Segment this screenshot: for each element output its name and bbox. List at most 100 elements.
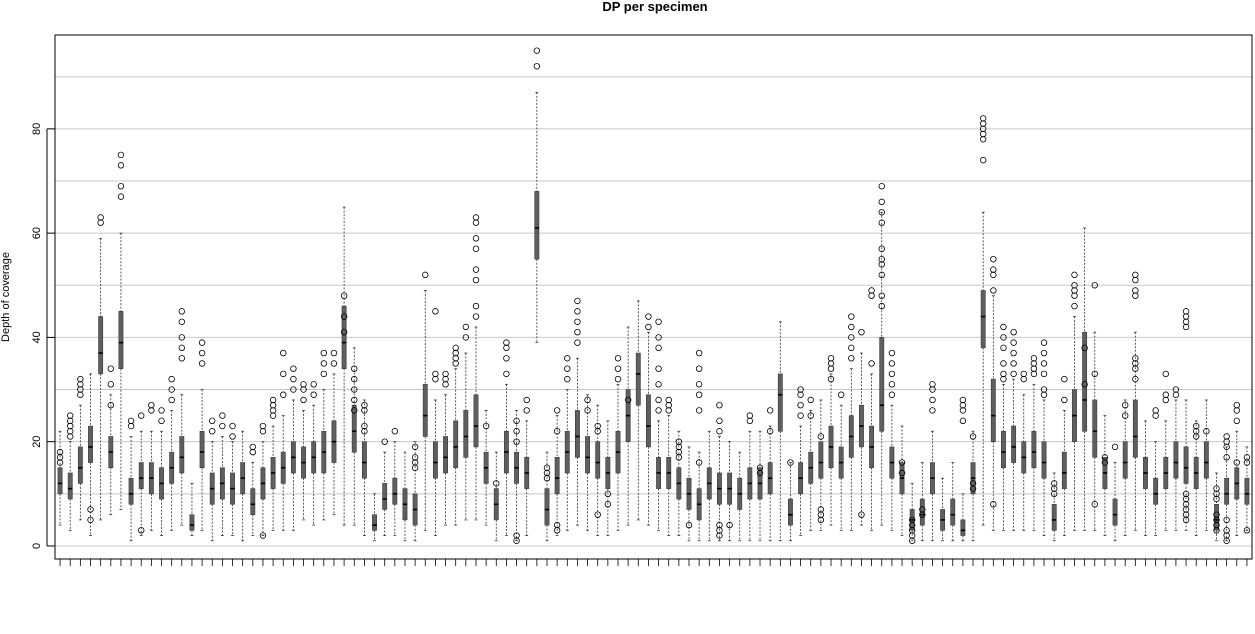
outlier-point bbox=[259, 422, 267, 430]
box-iqr bbox=[118, 311, 124, 369]
box-P70 bbox=[756, 430, 764, 542]
outlier-point bbox=[553, 428, 561, 435]
box-P62 bbox=[675, 430, 683, 536]
outlier-point bbox=[655, 407, 662, 414]
outlier-point bbox=[645, 313, 652, 320]
outlier-point bbox=[888, 349, 896, 357]
outlier-point bbox=[290, 375, 297, 383]
outlier-point bbox=[493, 480, 500, 487]
outlier-point bbox=[979, 115, 987, 122]
box-P17 bbox=[219, 412, 226, 536]
outlier-point bbox=[280, 370, 287, 378]
box-P75 bbox=[807, 396, 814, 531]
box-P98 bbox=[1040, 339, 1048, 536]
outlier-point bbox=[320, 370, 328, 378]
box-iqr bbox=[554, 457, 560, 495]
box-iqr bbox=[1183, 446, 1189, 484]
outlier-point bbox=[655, 318, 662, 325]
outlier-point bbox=[1243, 527, 1251, 534]
outlier-point bbox=[87, 506, 94, 513]
box-iqr bbox=[341, 305, 347, 369]
outlier-point bbox=[1132, 271, 1139, 279]
outlier-point bbox=[807, 396, 814, 404]
outlier-point bbox=[979, 120, 987, 127]
outlier-point bbox=[929, 381, 936, 388]
outlier-point bbox=[878, 219, 885, 226]
outlier-point bbox=[361, 422, 368, 430]
box-P53 bbox=[584, 394, 591, 531]
box-P55 bbox=[604, 420, 612, 536]
box-P63 bbox=[685, 446, 693, 542]
outlier-point bbox=[655, 381, 662, 388]
box-P38 bbox=[432, 308, 439, 536]
box-iqr bbox=[463, 410, 469, 458]
box-P16 bbox=[209, 417, 216, 542]
box-P59 bbox=[645, 313, 652, 526]
box-P18 bbox=[229, 422, 236, 536]
box-P29 bbox=[340, 206, 348, 526]
outlier-point bbox=[351, 396, 358, 404]
outlier-point bbox=[432, 375, 439, 383]
box-iqr bbox=[1112, 498, 1118, 526]
outlier-point bbox=[523, 396, 530, 404]
box-P115 bbox=[1213, 472, 1220, 542]
outlier-point bbox=[1132, 292, 1139, 299]
plot-frame bbox=[54, 34, 1253, 560]
outlier-point bbox=[878, 183, 885, 190]
outlier-point bbox=[797, 401, 804, 409]
box-iqr bbox=[1173, 441, 1179, 479]
outlier-point bbox=[1121, 401, 1129, 409]
outlier-point bbox=[351, 375, 358, 383]
outlier-point bbox=[1020, 375, 1027, 383]
outlier-point bbox=[472, 245, 480, 252]
box-iqr bbox=[879, 337, 885, 432]
outlier-point bbox=[665, 396, 672, 404]
box-P12 bbox=[168, 375, 175, 531]
outlier-point bbox=[827, 375, 835, 383]
box-P10 bbox=[148, 401, 155, 531]
outlier-point bbox=[67, 417, 74, 425]
outlier-point bbox=[1010, 370, 1017, 378]
outlier-point bbox=[665, 401, 672, 409]
box-P50 bbox=[553, 407, 561, 536]
outlier-point bbox=[574, 328, 581, 336]
outlier-point bbox=[959, 401, 967, 409]
box-P41 bbox=[462, 323, 470, 521]
box-P06 bbox=[107, 365, 114, 516]
box-P01 bbox=[56, 430, 64, 526]
outlier-point bbox=[1233, 401, 1240, 409]
outlier-point bbox=[888, 391, 896, 398]
box-iqr bbox=[189, 514, 195, 531]
box-P34 bbox=[391, 428, 399, 536]
outlier-point bbox=[1111, 443, 1119, 451]
outlier-point bbox=[827, 360, 835, 367]
box-P33 bbox=[381, 438, 388, 536]
box-P19 bbox=[240, 430, 246, 542]
box-P51 bbox=[564, 355, 571, 531]
outlier-point bbox=[655, 344, 662, 352]
outlier-point bbox=[685, 521, 693, 529]
outlier-point bbox=[269, 396, 277, 404]
box-P102 bbox=[1081, 227, 1088, 531]
outlier-point bbox=[127, 417, 135, 425]
outlier-point bbox=[695, 349, 703, 357]
box-iqr bbox=[960, 519, 966, 536]
outlier-point bbox=[868, 360, 875, 367]
outlier-point bbox=[807, 412, 814, 419]
outlier-point bbox=[533, 63, 541, 70]
outlier-point bbox=[979, 130, 987, 138]
outlier-point bbox=[168, 386, 175, 393]
box-iqr bbox=[1061, 451, 1067, 489]
outlier-point bbox=[716, 428, 723, 435]
outlier-point bbox=[969, 480, 977, 487]
outlier-point bbox=[280, 349, 287, 357]
outlier-point bbox=[67, 422, 74, 430]
outlier-point bbox=[919, 506, 926, 513]
outlier-point bbox=[351, 407, 358, 414]
box-P42 bbox=[472, 214, 480, 521]
box-P61 bbox=[665, 396, 672, 536]
box-P95 bbox=[1010, 328, 1017, 531]
outlier-point bbox=[990, 266, 997, 273]
box-iqr bbox=[199, 430, 205, 469]
